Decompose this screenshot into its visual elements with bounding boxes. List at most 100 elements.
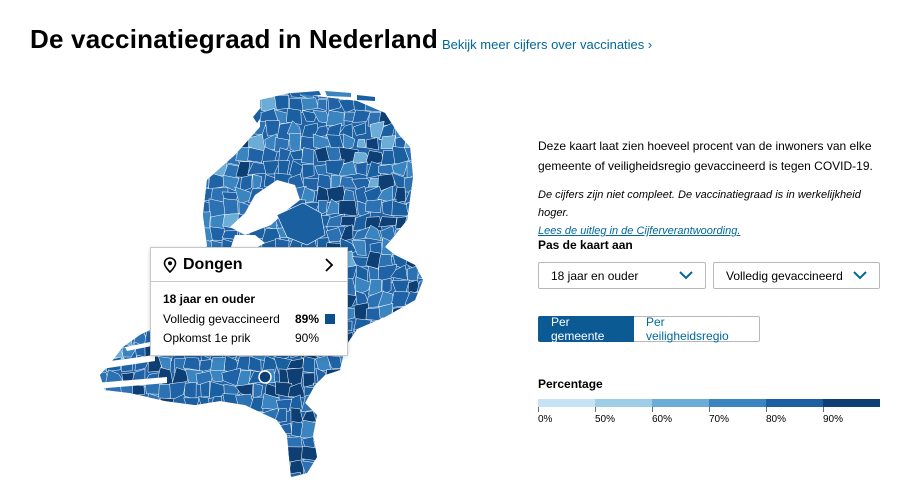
municipality-cell[interactable]	[184, 433, 201, 451]
municipality-cell[interactable]	[135, 98, 146, 113]
municipality-cell[interactable]	[433, 254, 435, 270]
municipality-cell[interactable]	[352, 458, 371, 476]
municipality-cell[interactable]	[144, 172, 162, 193]
municipality-cell[interactable]	[121, 264, 134, 280]
municipality-cell[interactable]	[118, 423, 135, 439]
municipality-cell[interactable]	[132, 424, 151, 440]
municipality-cell[interactable]	[300, 419, 319, 439]
municipality-cell[interactable]	[432, 212, 435, 229]
municipality-cell[interactable]	[370, 445, 384, 464]
municipality-cell[interactable]	[300, 460, 319, 478]
municipality-cell[interactable]	[171, 432, 185, 452]
municipality-cell[interactable]	[353, 419, 369, 440]
municipality-cell[interactable]	[340, 446, 358, 465]
municipality-cell[interactable]	[407, 369, 420, 383]
municipality-cell[interactable]	[222, 432, 239, 449]
municipality-cell[interactable]	[105, 111, 121, 124]
municipality-cell[interactable]	[430, 173, 435, 191]
municipality-cell[interactable]	[147, 226, 164, 242]
municipality-cell[interactable]	[316, 394, 328, 412]
municipality-cell[interactable]	[315, 459, 332, 478]
municipality-cell[interactable]	[351, 239, 367, 256]
municipality-cell[interactable]	[434, 303, 435, 323]
municipality-cell[interactable]	[160, 203, 173, 216]
municipality-cell[interactable]	[325, 110, 345, 126]
municipality-cell[interactable]	[117, 254, 137, 268]
municipality-cell[interactable]	[222, 459, 241, 476]
municipality-cell[interactable]	[172, 406, 189, 423]
municipality-cell[interactable]	[146, 212, 158, 232]
municipality-cell[interactable]	[433, 99, 435, 113]
municipality-cell[interactable]	[381, 344, 397, 358]
municipality-cell[interactable]	[169, 472, 189, 485]
municipality-cell[interactable]	[382, 407, 398, 426]
municipality-cell[interactable]	[391, 111, 407, 125]
municipality-cell[interactable]	[406, 459, 420, 478]
municipality-cell[interactable]	[249, 447, 267, 466]
municipality-cell[interactable]	[182, 123, 203, 141]
municipality-cell[interactable]	[356, 370, 369, 385]
municipality-cell[interactable]	[303, 177, 320, 192]
municipality-cell[interactable]	[119, 200, 138, 219]
municipality-cell[interactable]	[312, 472, 330, 485]
municipality-cell[interactable]	[158, 458, 172, 478]
municipality-cell[interactable]	[392, 380, 411, 395]
municipality-cell[interactable]	[248, 396, 264, 412]
municipality-cell[interactable]	[118, 463, 138, 477]
municipality-cell[interactable]	[316, 423, 332, 437]
municipality-cell[interactable]	[145, 450, 160, 465]
municipality-cell[interactable]	[368, 380, 383, 397]
municipality-cell[interactable]	[378, 382, 396, 395]
municipality-cell[interactable]	[327, 419, 346, 436]
municipality-cell[interactable]	[340, 216, 356, 227]
municipality-cell[interactable]	[326, 213, 345, 227]
municipality-cell[interactable]	[121, 138, 138, 149]
municipality-cell[interactable]	[121, 473, 135, 485]
municipality-cell[interactable]	[121, 239, 137, 257]
municipality-cell[interactable]	[352, 448, 368, 465]
municipality-cell[interactable]	[351, 347, 367, 357]
municipality-cell[interactable]	[303, 473, 316, 485]
municipality-cell[interactable]	[97, 251, 110, 266]
municipality-cell[interactable]	[317, 99, 328, 112]
municipality-cell[interactable]	[199, 110, 211, 126]
municipality-cell[interactable]	[417, 148, 435, 166]
municipality-cell[interactable]	[95, 435, 112, 452]
municipality-cell[interactable]	[238, 422, 255, 439]
municipality-cell[interactable]	[201, 446, 214, 464]
municipality-cell[interactable]	[262, 461, 279, 475]
municipality-cell[interactable]	[146, 146, 162, 164]
municipality-cell[interactable]	[158, 225, 174, 243]
municipality-cell[interactable]	[196, 463, 216, 477]
municipality-cell[interactable]	[95, 330, 110, 347]
municipality-cell[interactable]	[183, 85, 202, 101]
municipality-cell[interactable]	[118, 96, 138, 115]
municipality-cell[interactable]	[209, 474, 227, 485]
municipality-cell[interactable]	[395, 434, 411, 452]
municipality-cell[interactable]	[366, 408, 383, 422]
municipality-cell[interactable]	[395, 330, 410, 349]
municipality-cell[interactable]	[117, 276, 138, 292]
municipality-cell[interactable]	[182, 212, 200, 230]
municipality-cell[interactable]	[130, 199, 147, 214]
municipality-cell[interactable]	[381, 85, 393, 99]
municipality-cell[interactable]	[105, 134, 124, 151]
municipality-cell[interactable]	[117, 328, 133, 348]
municipality-cell[interactable]	[405, 230, 423, 245]
municipality-cell[interactable]	[119, 172, 137, 188]
municipality-cell[interactable]	[312, 435, 333, 453]
municipality-cell[interactable]	[365, 199, 383, 214]
municipality-cell[interactable]	[95, 109, 109, 128]
municipality-cell[interactable]	[377, 173, 395, 193]
municipality-cell[interactable]	[172, 85, 188, 100]
municipality-cell[interactable]	[317, 446, 332, 465]
municipality-cell[interactable]	[248, 433, 268, 449]
municipality-cell[interactable]	[378, 463, 394, 479]
municipality-cell[interactable]	[341, 424, 357, 436]
municipality-cell[interactable]	[95, 344, 107, 358]
municipality-cell[interactable]	[409, 94, 419, 110]
municipality-cell[interactable]	[395, 216, 411, 229]
municipality-cell[interactable]	[157, 188, 177, 205]
municipality-cell[interactable]	[301, 109, 318, 122]
municipality-cell[interactable]	[95, 226, 111, 243]
